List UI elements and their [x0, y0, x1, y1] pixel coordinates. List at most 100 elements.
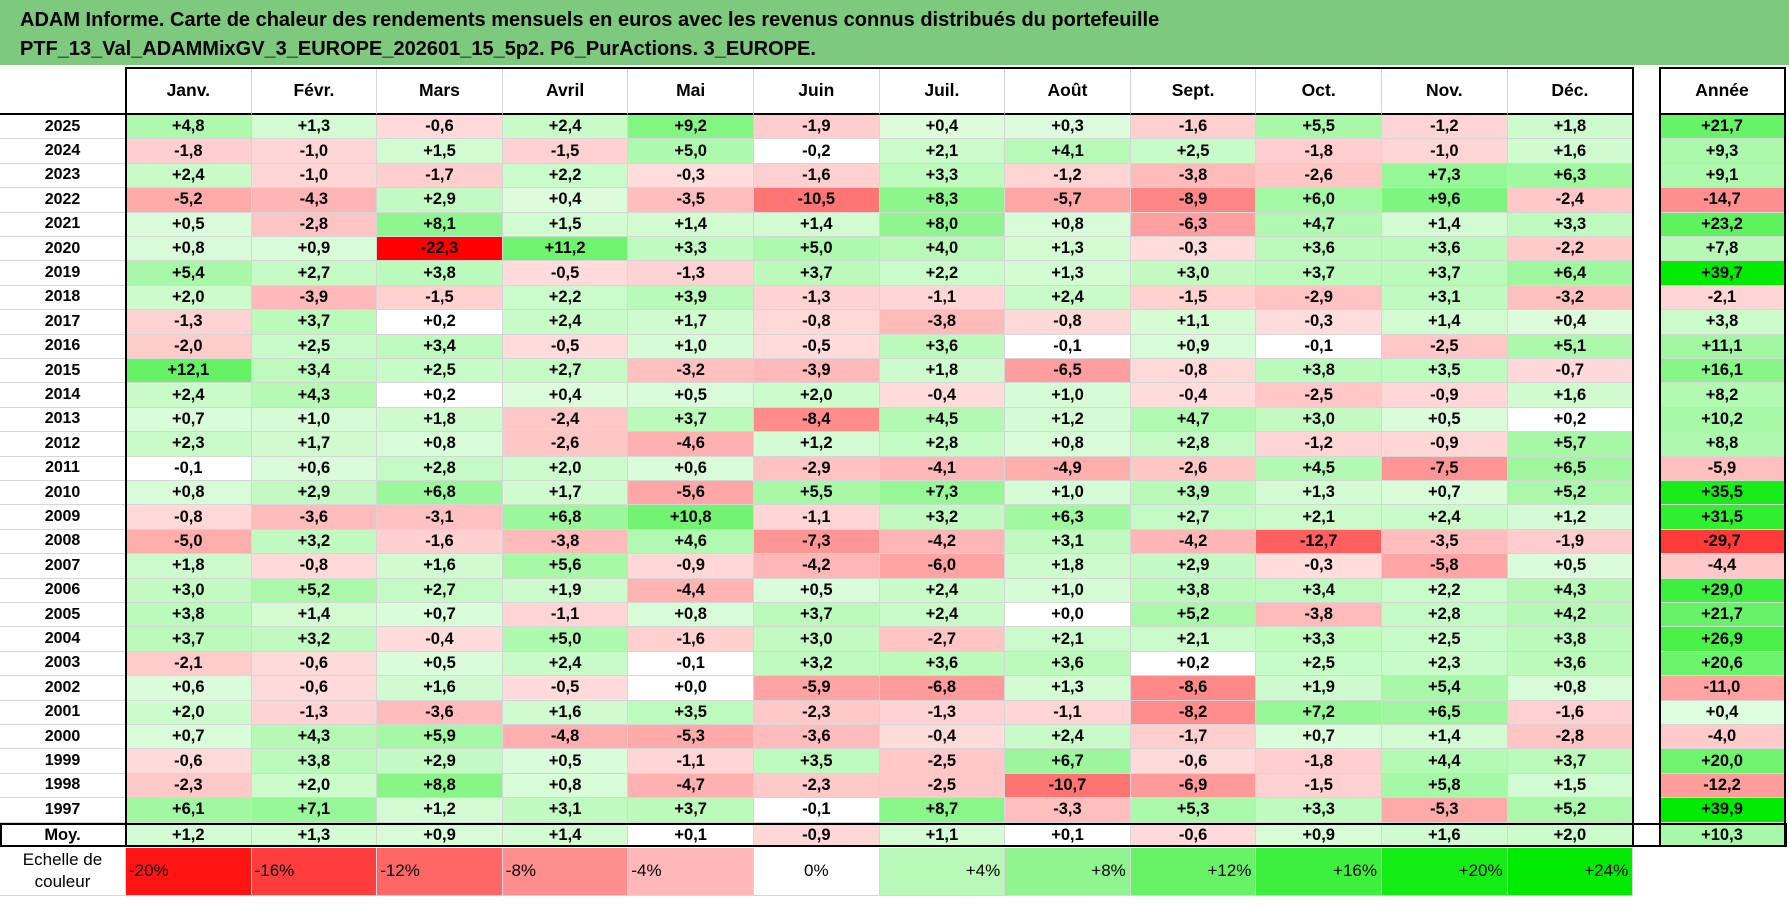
average-cell: -0,6 — [1130, 822, 1257, 847]
heatmap-cell: +1,7 — [628, 310, 754, 335]
heatmap-cell: +3,4 — [1256, 578, 1382, 603]
heatmap-cell: +2,5 — [1382, 627, 1508, 652]
heatmap-cell: -0,8 — [126, 505, 252, 530]
heatmap-cell: -2,9 — [1256, 285, 1382, 311]
heatmap-cell: +0,5 — [754, 578, 880, 603]
heatmap-cell: +1,0 — [628, 334, 754, 359]
heatmap-cell: +2,4 — [502, 310, 629, 335]
heatmap-cell: +4,7 — [1256, 212, 1382, 237]
heatmap-cell: -4,1 — [879, 456, 1006, 481]
heatmap-cell: +3,7 — [1382, 261, 1508, 286]
heatmap-cell: +0,2 — [377, 383, 503, 408]
heatmap-cell: -0,2 — [754, 139, 880, 164]
heatmap-cell: +10,8 — [628, 505, 754, 530]
heatmap-cell: +3,0 — [754, 627, 880, 652]
heatmap-cell: +5,3 — [1130, 798, 1257, 823]
heatmap-cell: +5,2 — [1507, 481, 1634, 506]
heatmap-cell: +2,2 — [502, 285, 629, 311]
heatmap-cell: +7,2 — [1256, 700, 1382, 725]
row-year-label: 2004 — [0, 627, 126, 652]
row-year-label: 2005 — [0, 603, 126, 628]
heatmap-cell: +1,8 — [377, 407, 503, 433]
heatmap-cell: +2,3 — [1382, 651, 1508, 677]
heatmap-cell: +1,2 — [1005, 407, 1131, 433]
heatmap-cell: +1,3 — [1256, 481, 1382, 506]
heatmap-cell: +0,6 — [251, 456, 378, 481]
average-cell: +0,1 — [628, 822, 754, 847]
heatmap-cell: +1,4 — [1382, 310, 1508, 335]
heatmap-cell: +0,7 — [126, 407, 252, 433]
annual-cell: +9,3 — [1660, 139, 1785, 164]
heatmap-cell: -6,5 — [1005, 359, 1131, 384]
row-year-label: 2014 — [0, 383, 126, 408]
heatmap-cell: -3,6 — [754, 725, 880, 750]
average-annual-cell: +10,3 — [1660, 822, 1785, 847]
heatmap-cell: +0,5 — [1382, 407, 1508, 433]
heatmap-cell: +1,4 — [1382, 212, 1508, 237]
heatmap-cell: +2,9 — [377, 749, 503, 774]
heatmap-cell: -1,1 — [1005, 700, 1131, 725]
heatmap-cell: +2,3 — [126, 432, 252, 457]
heatmap-cell: +5,6 — [502, 554, 629, 579]
heatmap-cell: +4,7 — [1130, 407, 1257, 433]
heatmap-cell: -5,9 — [754, 676, 880, 701]
heatmap-cell: +0,4 — [879, 115, 1006, 140]
heatmap-cell: +5,5 — [754, 481, 880, 506]
heatmap-cell: +4,5 — [1256, 456, 1382, 481]
heatmap-cell: -4,3 — [251, 188, 378, 213]
heatmap-cell: +7,3 — [1382, 163, 1508, 189]
heatmap-cell: -1,1 — [754, 505, 880, 530]
heatmap-cell: -3,2 — [1507, 285, 1634, 311]
heatmap-cell: +2,2 — [1382, 578, 1508, 603]
annual-cell: -4,0 — [1660, 725, 1785, 750]
row-year-label: 1997 — [0, 798, 126, 823]
heatmap-cell: -0,6 — [251, 651, 378, 677]
heatmap-cell: +2,4 — [1005, 725, 1131, 750]
column-header: Oct. — [1256, 67, 1382, 115]
heatmap-cell: +3,5 — [628, 700, 754, 725]
heatmap-cell: +6,8 — [377, 481, 503, 506]
heatmap-cell: +1,6 — [502, 700, 629, 725]
heatmap-cell: +3,8 — [1507, 627, 1634, 652]
heatmap-cell: +3,2 — [251, 627, 378, 652]
annual-cell: +8,8 — [1660, 432, 1785, 457]
heatmap-cell: +3,8 — [377, 261, 503, 286]
heatmap-cell: -5,0 — [126, 529, 252, 555]
row-year-label: 2000 — [0, 725, 126, 750]
heatmap-cell: -0,3 — [1256, 310, 1382, 335]
heatmap-cell: +8,3 — [879, 188, 1006, 213]
heatmap-cell: +2,2 — [502, 163, 629, 189]
heatmap-cell: +4,3 — [251, 725, 378, 750]
heatmap-cell: -0,9 — [1382, 432, 1508, 457]
heatmap-cell: +0,5 — [628, 383, 754, 408]
heatmap-cell: -2,6 — [502, 432, 629, 457]
heatmap-cell: +1,6 — [377, 554, 503, 579]
heatmap-cell: -0,8 — [251, 554, 378, 579]
color-scale-stop: -4% — [628, 847, 754, 896]
heatmap-cell: -3,9 — [754, 359, 880, 384]
heatmap-cell: +1,6 — [1507, 383, 1634, 408]
heatmap-cell: +0,7 — [1382, 481, 1508, 506]
color-scale-label-line-1: Echelle de — [22, 850, 103, 870]
heatmap-cell: +3,8 — [126, 603, 252, 628]
heatmap-cell: +3,7 — [628, 407, 754, 433]
row-year-label: 2016 — [0, 334, 126, 359]
heatmap-cell: -0,4 — [377, 627, 503, 652]
heatmap-cell: -3,5 — [628, 188, 754, 213]
row-year-label: 2017 — [0, 310, 126, 335]
heatmap-cell: +9,2 — [628, 115, 754, 140]
row-year-label: 2019 — [0, 261, 126, 286]
heatmap-cell: -0,3 — [1256, 554, 1382, 579]
heatmap-cell: +6,3 — [1005, 505, 1131, 530]
heatmap-cell: -7,3 — [754, 529, 880, 555]
heatmap-cell: +1,0 — [251, 407, 378, 433]
heatmap-cell: -6,9 — [1130, 773, 1257, 799]
heatmap-cell: +3,2 — [879, 505, 1006, 530]
heatmap-cell: -1,7 — [377, 163, 503, 189]
heatmap-cell: -0,8 — [1005, 310, 1131, 335]
heatmap-cell: -3,2 — [628, 359, 754, 384]
annual-cell: +9,1 — [1660, 163, 1785, 189]
heatmap-cell: +1,8 — [1005, 554, 1131, 579]
heatmap-cell: -0,1 — [754, 798, 880, 823]
heatmap-cell: -1,5 — [1256, 773, 1382, 799]
